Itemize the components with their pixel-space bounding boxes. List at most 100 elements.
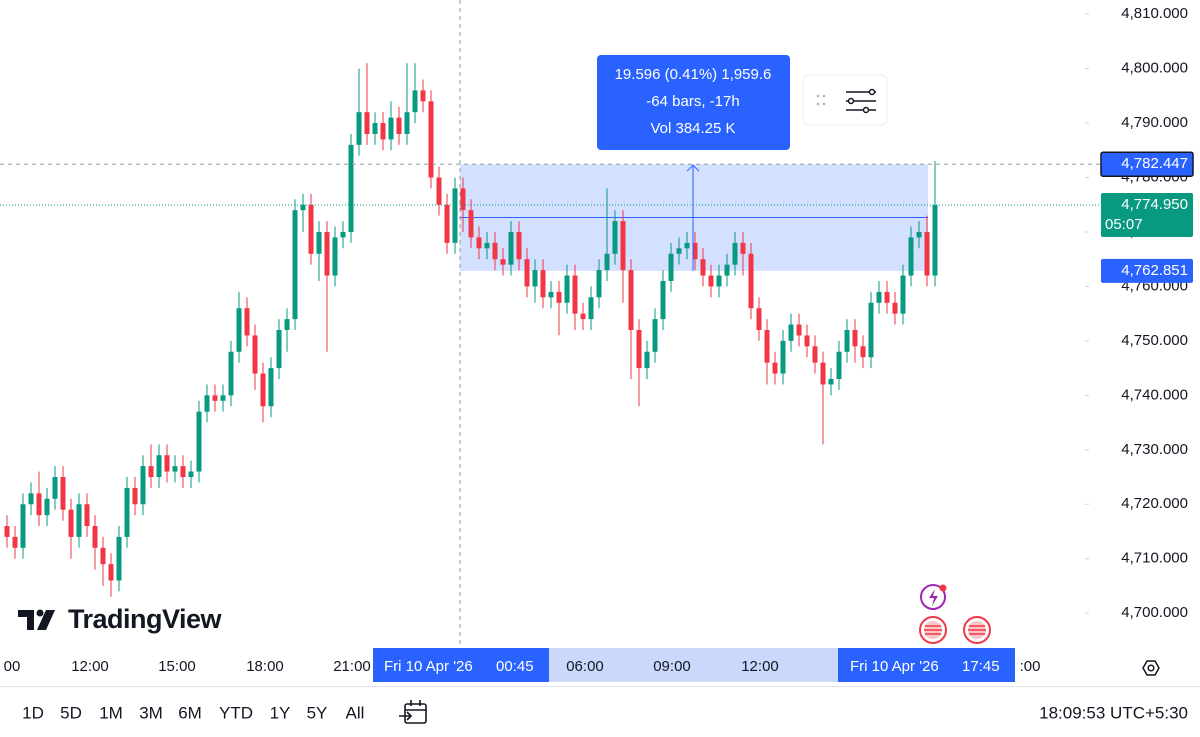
- measure-info-text: -64 bars, -17h: [646, 93, 739, 110]
- measure-high-label: 4,782.447: [1121, 155, 1188, 172]
- candle-body: [788, 324, 794, 341]
- range-button[interactable]: 6M: [178, 703, 202, 722]
- candle-body: [76, 504, 82, 537]
- candle-body: [212, 395, 218, 401]
- candles: [4, 63, 938, 597]
- candle-body: [844, 329, 850, 352]
- candle-body: [396, 117, 402, 134]
- candle-body: [28, 493, 34, 505]
- range-button[interactable]: 3M: [139, 703, 163, 722]
- candle-body: [324, 231, 330, 276]
- x-tick-label: 15:00: [158, 658, 196, 675]
- candle-body: [572, 275, 578, 314]
- candle-body: [524, 259, 530, 287]
- candle-body: [780, 340, 786, 374]
- candle-body: [428, 101, 434, 178]
- logo-mark: [18, 610, 34, 630]
- range-button[interactable]: All: [346, 703, 365, 722]
- start-date: Fri 10 Apr '26: [384, 658, 473, 675]
- candle-body: [148, 466, 154, 478]
- candle-body: [188, 471, 194, 478]
- range-button[interactable]: 5Y: [307, 703, 328, 722]
- end-date: Fri 10 Apr '26: [850, 658, 939, 675]
- candle-body: [140, 466, 146, 505]
- range-button[interactable]: 5D: [60, 703, 82, 722]
- candle-body: [916, 231, 922, 238]
- range-button[interactable]: YTD: [219, 703, 253, 722]
- measure-low-label-bg: [1101, 258, 1193, 283]
- end-time-label-bg: [838, 648, 1015, 682]
- candle-body: [724, 264, 730, 276]
- candle-body: [700, 259, 706, 276]
- candle-body: [380, 123, 386, 140]
- candle-body: [708, 275, 714, 287]
- candle-body: [220, 395, 226, 401]
- candle-body: [828, 378, 834, 385]
- candle-body: [436, 177, 442, 205]
- drag-handle: [816, 94, 820, 98]
- icon-knob: [862, 106, 870, 114]
- icon-knob: [868, 88, 876, 96]
- current-price-label-bg: [1101, 193, 1193, 238]
- candle-body: [516, 231, 522, 260]
- candle-body: [44, 498, 50, 516]
- tool-settings-box: [802, 74, 888, 126]
- flag-stripes: [968, 625, 986, 635]
- candle-body: [124, 487, 130, 537]
- x-tick-label: :00: [1020, 658, 1041, 675]
- price-axis: 4,700.000 4,710.000 4,720.000 4,730.000 4,74…: [1085, 5, 1188, 621]
- candle-body: [740, 242, 746, 254]
- x-tick-label: 18:00: [246, 658, 284, 675]
- candle-body: [244, 308, 250, 336]
- candle-body: [364, 112, 370, 134]
- axis-settings-button[interactable]: [1142, 660, 1160, 676]
- candle-body: [756, 308, 762, 330]
- candle-body: [716, 275, 722, 287]
- candle-body: [108, 564, 114, 581]
- axis-labels: 00 12:00 15:00 18:00 21:00 06:00 09:00 12:00:00…: [4, 151, 1194, 682]
- candle-body: [308, 204, 314, 254]
- range-button[interactable]: 1Y: [270, 703, 291, 722]
- y-tick-label: 4,810.000: [1121, 5, 1188, 22]
- candle-body: [692, 242, 698, 260]
- candle-body: [236, 308, 242, 352]
- range-button[interactable]: 1D: [22, 703, 44, 722]
- candle-body: [68, 509, 74, 537]
- tool-settings-icon[interactable]: [846, 88, 876, 114]
- candle-body: [900, 275, 906, 314]
- candle-body: [348, 144, 354, 232]
- x-tick-label-overlay: 06:00: [566, 658, 604, 675]
- candle-body: [684, 242, 690, 249]
- y-tick-label: 4,700.000: [1121, 604, 1188, 621]
- flag-stripes: [924, 625, 942, 635]
- candle-body: [772, 362, 778, 374]
- candle-body: [404, 112, 410, 134]
- candle-body: [620, 221, 626, 271]
- y-tick-label: 4,750.000: [1121, 332, 1188, 349]
- end-time: 17:45: [962, 658, 1000, 675]
- range-button[interactable]: 1M: [99, 703, 123, 722]
- drag-handle: [822, 94, 826, 98]
- candle-body: [228, 351, 234, 396]
- event-icon-dot: [939, 584, 947, 592]
- candle-body: [12, 536, 18, 548]
- candle-body: [652, 319, 658, 352]
- y-tick-label: 4,800.000: [1121, 60, 1188, 77]
- candle-body: [292, 210, 298, 320]
- candle-body: [60, 477, 66, 510]
- drag-handle: [816, 102, 820, 106]
- measure-info-text: 19.596 (0.41%) 1,959.6: [615, 66, 772, 83]
- candle-body: [580, 313, 586, 320]
- drag-handle: [822, 102, 826, 106]
- candle-body: [84, 504, 90, 527]
- logo-text: TradingView: [68, 604, 223, 634]
- candle-body: [452, 188, 458, 243]
- candle-body: [548, 291, 554, 298]
- candle-body: [668, 253, 674, 281]
- icon-knob: [847, 97, 855, 105]
- candle-body: [884, 291, 890, 303]
- date-range-button[interactable]: [399, 700, 427, 724]
- candle-body: [764, 329, 770, 363]
- candle-body: [876, 291, 882, 303]
